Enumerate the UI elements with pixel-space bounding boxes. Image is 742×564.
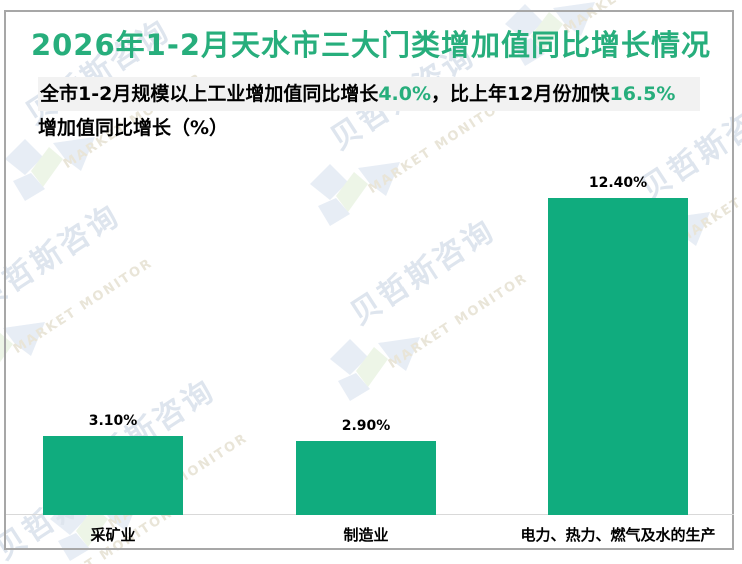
bar-value-label-2: 2.90% — [341, 418, 391, 434]
x-axis-category-2: 制造业 — [343, 526, 389, 544]
bar-value-label-1: 3.10% — [88, 413, 138, 429]
subtitle-value-1: 4.0% — [378, 83, 432, 105]
subtitle-text-2: ，比上年12月份加快 — [431, 83, 610, 105]
x-axis-category-3: 电力、热力、燃气及水的生产 — [520, 526, 716, 544]
subtitle-value-2: 16.5% — [609, 83, 676, 105]
x-axis-category-1: 采矿业 — [90, 526, 136, 544]
bar-1 — [43, 436, 183, 515]
subtitle-line1: 全市1-2月规模以上工业增加值同比增长4.0%，比上年12月份加快16.5% — [38, 77, 700, 111]
bar-3 — [548, 198, 688, 515]
subtitle-text-1: 全市1-2月规模以上工业增加值同比增长 — [40, 83, 379, 105]
chart-frame-border — [4, 10, 734, 550]
chart-title: 2026年1-2月天水市三大门类增加值同比增长情况 — [30, 28, 712, 62]
y-axis-label: 增加值同比增长（%） — [38, 117, 229, 139]
bar-value-label-3: 12.40% — [588, 175, 648, 191]
bar-2 — [296, 441, 436, 515]
